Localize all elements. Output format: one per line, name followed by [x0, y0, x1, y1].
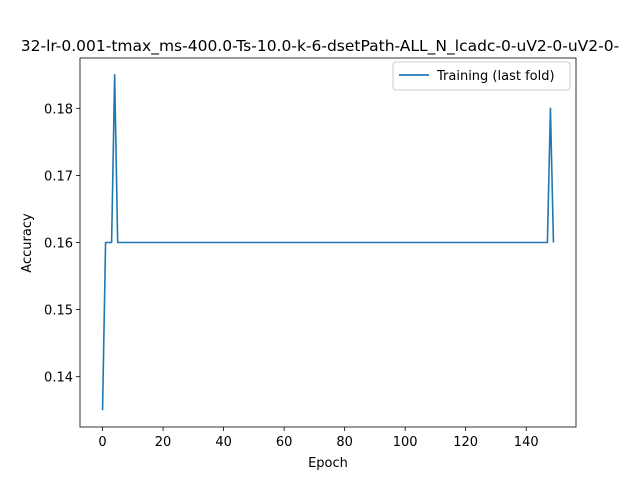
x-tick-label: 60 — [276, 435, 293, 450]
y-tick-label: 0.16 — [44, 237, 73, 252]
y-tick-label: 0.17 — [44, 169, 73, 184]
series-line-training — [101, 73, 555, 411]
x-tick-label: 120 — [453, 435, 478, 450]
x-axis-label: Epoch — [308, 456, 348, 471]
legend-box — [392, 61, 571, 91]
x-tick-label: 100 — [393, 435, 418, 450]
y-axis-label: Accuracy — [20, 213, 35, 273]
x-tick-label: 40 — [215, 435, 232, 450]
chart-title: 32-lr-0.001-tmax_ms-400.0-Ts-10.0-k-6-ds… — [21, 37, 619, 56]
y-tick-label: 0.15 — [44, 304, 73, 319]
legend-label-training: Training (last fold) — [436, 69, 555, 84]
x-tick-label: 80 — [336, 435, 353, 450]
x-tick-label: 140 — [514, 435, 539, 450]
y-tick-label: 0.18 — [44, 102, 73, 117]
plot-area: 0 20 40 60 80 100 120 140 0.14 0.15 0.16 0.17 0.18 — [44, 57, 577, 450]
y-tick-label: 0.14 — [44, 371, 73, 386]
axes-frame — [79, 57, 577, 428]
x-tick-label: 0 — [98, 435, 106, 450]
legend: Training (last fold) — [392, 61, 571, 91]
x-tick-label: 20 — [155, 435, 172, 450]
